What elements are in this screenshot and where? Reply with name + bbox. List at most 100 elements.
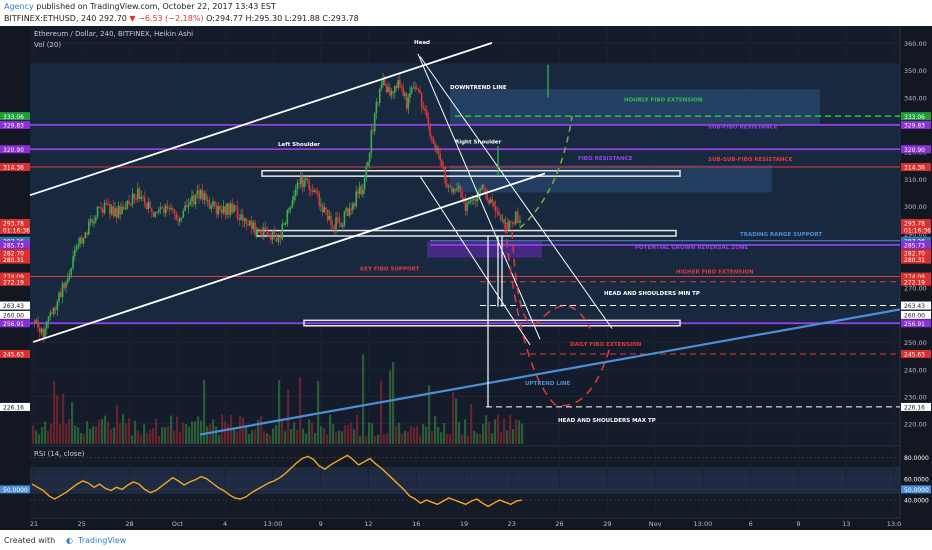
candle-body [51,312,53,314]
price-badge [0,277,30,286]
candle-body [156,212,158,214]
volume-bar [161,427,164,444]
volume-bar [353,429,356,444]
candle-body [489,199,492,204]
price-badge-label: 329.83 [904,123,925,130]
price-badge-label: 285.73 [904,242,925,249]
volume-bar [251,430,254,444]
candle-body [231,203,234,213]
candle-body [77,244,80,247]
candle-body [210,205,213,209]
volume-bar [203,379,206,444]
volume-bar [83,434,86,444]
volume-bar [425,426,428,444]
volume-bar [518,420,521,444]
candle-body [323,207,326,213]
candle-body [95,217,97,222]
candle-body [425,111,428,117]
volume-bar [344,425,347,444]
volume-bar [233,427,236,444]
price-badge [901,277,931,286]
price-badge [901,120,931,129]
candle-body [483,185,485,189]
candle-body [98,206,101,208]
candle-body [271,231,274,240]
publish-header: Agency published on TradingView.com, Oct… [0,0,932,26]
price-badge [901,319,931,328]
bullish-projection-path [519,116,573,229]
volume-bar [497,414,500,444]
candle-body [336,217,339,219]
candle-body [86,232,88,235]
candle-body [54,308,57,310]
price-badge-label: 226.16 [3,405,24,412]
price-badge [0,255,30,264]
price-tick-label: 230.00 [904,393,927,401]
volume-bar [98,419,101,444]
candle-body [270,235,272,240]
volume-bar [500,432,503,444]
candle-body [462,197,465,200]
candle-body [427,116,430,125]
annotation-label: TRADING RANGE SUPPORT [740,232,822,238]
price-badge [0,112,30,121]
candle-body [259,229,262,233]
chart-canvas[interactable]: Head Left Shoulder Right Shoulder DOWNTREND… [0,26,932,530]
price-badge [0,310,30,319]
candle-body [201,189,204,200]
time-axis[interactable]: 21 25 28 Oct 4 13:00 9 12 16 19 23 26 29 Nov 13:00 6 9 13… [30,520,901,528]
volume-bar [473,431,476,444]
candle-body [261,232,263,235]
annotation-label: DAILY FIBO EXTENSION [570,342,642,348]
price-badge [901,349,931,358]
volume-bar [113,427,116,444]
footer-brand[interactable]: TradingView [78,536,127,545]
candle-body [347,208,349,216]
symbol-line: BITFINEX:ETHUSD, 240 292.70 ▼ −6.53 (−2.… [4,14,359,23]
candle-body [442,167,445,169]
annotation-label: SUB-FIBO RESISTANCE [708,125,778,131]
author-name[interactable]: Agency [4,2,34,11]
price-axis[interactable]: 220.00 230.00 240.00 250.00 260.00 270.00 280.… [901,40,931,429]
chart-title: Ethereum / Dollar, 240, BITFINEX, Heikin… [34,30,193,38]
volume-bar [359,435,362,444]
candle-body [74,250,76,257]
volume-bar [152,428,155,444]
candle-body [47,316,50,322]
candle-body [410,87,413,93]
volume-bar [416,426,419,444]
candle-body [42,328,45,338]
price-badge [0,349,30,358]
price-badge-label: 285.73 [3,242,24,249]
annotation-label: FIBO RESISTANCE [578,156,633,162]
rsi-tick-label: 40.0000 [904,498,929,505]
candle-body [235,205,237,208]
candle-body [382,78,384,85]
annotation-label: Left Shoulder [278,142,320,148]
volume-bar [206,426,209,444]
volume-bar [332,424,335,444]
candle-body [219,205,221,210]
candle-body [243,218,246,221]
price-badge [901,145,931,154]
volume-bar [272,428,275,444]
candle-body [46,321,48,329]
price-badge [0,272,30,281]
candle-body [215,206,218,215]
volume-bar [128,418,131,444]
candle-body [252,222,255,229]
candle-body [491,199,494,202]
volume-bar [308,419,311,444]
volume-bar [110,428,113,444]
candle-body [402,88,405,96]
candle-body [363,178,366,190]
candle-body [158,209,160,213]
candle-body [357,191,359,194]
volume-bar [506,430,509,444]
volume-bar [170,415,173,444]
candle-body [499,215,502,220]
candle-body [257,228,260,230]
candle-body [444,167,447,184]
price-badge [0,301,30,310]
rsi-tick-label: 60.0000 [904,476,929,483]
